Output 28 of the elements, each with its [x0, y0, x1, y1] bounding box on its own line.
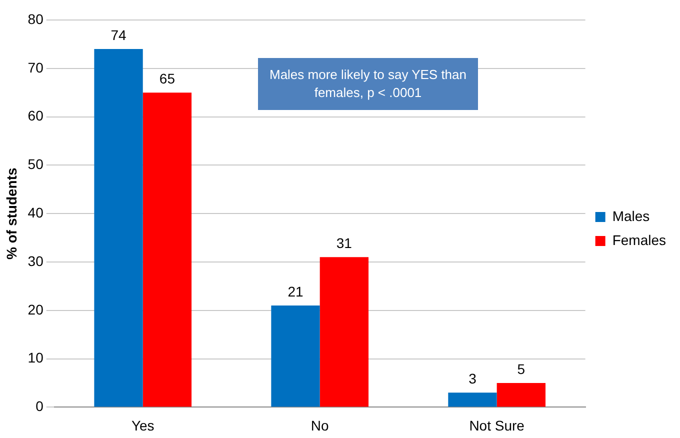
- data-label: 3: [468, 370, 477, 387]
- bar: [496, 383, 546, 407]
- bar: [448, 392, 497, 407]
- y-tick-label: 60: [28, 108, 44, 124]
- x-tick-label: Yes: [131, 417, 154, 434]
- y-tick-label: 40: [28, 204, 44, 220]
- y-tick-label: 0: [36, 398, 44, 414]
- y-tick-label: 50: [28, 156, 44, 172]
- legend-label: Females: [612, 232, 666, 248]
- legend-label: Males: [612, 208, 650, 224]
- y-tick-label: 70: [28, 59, 44, 76]
- bar: [320, 257, 369, 407]
- y-axis-title: % of students: [3, 167, 20, 260]
- data-label: 31: [336, 235, 352, 252]
- bar: [142, 92, 192, 407]
- x-tick-label: No: [310, 417, 329, 434]
- data-label: 65: [159, 70, 176, 86]
- y-tick-label: 30: [28, 252, 44, 269]
- y-tick-label: 20: [28, 301, 44, 318]
- data-label: 21: [288, 283, 304, 300]
- y-tick-label: 80: [28, 10, 44, 27]
- data-label: 5: [517, 360, 526, 377]
- bar: [271, 306, 320, 407]
- annotation: Males more likely to say YES than females, p < .0001: [258, 58, 478, 110]
- bar: [94, 49, 143, 407]
- y-tick-label: 10: [28, 350, 44, 366]
- x-tick-label: Not Sure: [469, 417, 525, 434]
- data-label: 74: [110, 26, 127, 43]
